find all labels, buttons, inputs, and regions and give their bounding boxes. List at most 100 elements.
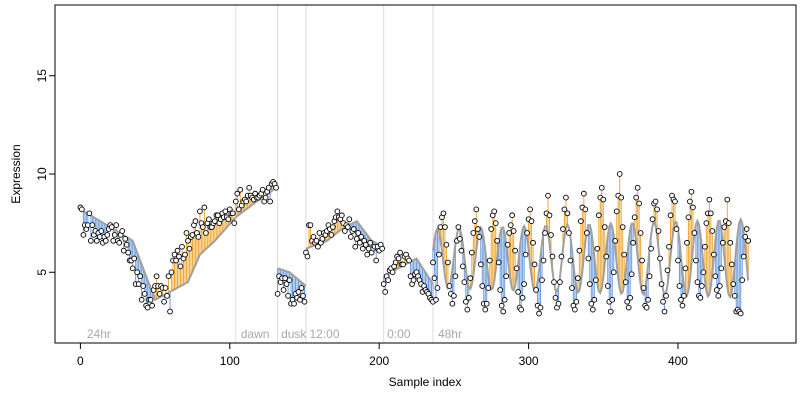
data-point — [243, 198, 250, 205]
data-point — [727, 239, 734, 246]
data-point — [582, 206, 589, 213]
data-point — [558, 253, 565, 260]
data-point — [643, 304, 650, 311]
data-point — [200, 224, 206, 230]
fitted-curve-5 — [431, 216, 750, 300]
data-point — [566, 230, 572, 236]
data-point — [598, 184, 605, 191]
data-point — [639, 257, 645, 264]
data-point — [552, 294, 559, 301]
data-point — [79, 206, 85, 213]
data-point — [304, 253, 311, 260]
data-point — [179, 243, 185, 250]
data-point — [443, 241, 450, 248]
data-point — [581, 190, 587, 197]
y-tick-label: 5 — [35, 269, 49, 276]
data-point — [657, 255, 663, 262]
data-point — [728, 261, 735, 268]
x-tick-label: 0 — [77, 354, 84, 368]
data-point — [470, 230, 477, 236]
data-point — [693, 257, 699, 264]
data-point — [627, 294, 634, 301]
data-point — [380, 281, 387, 287]
data-point — [285, 292, 291, 299]
data-point — [395, 255, 402, 262]
data-point — [138, 296, 145, 303]
data-point — [485, 285, 492, 291]
data-point — [483, 300, 490, 307]
data-point — [675, 257, 681, 264]
data-point — [358, 234, 365, 240]
data-point — [352, 243, 359, 250]
data-point — [634, 184, 641, 191]
data-point — [203, 230, 209, 236]
data-point — [451, 292, 457, 299]
data-point — [137, 273, 144, 280]
data-point — [397, 249, 403, 256]
data-point — [715, 292, 722, 299]
data-point — [183, 230, 190, 236]
data-point — [344, 224, 351, 230]
data-point — [410, 277, 417, 283]
data-point — [330, 224, 336, 230]
data-point — [300, 292, 306, 299]
data-point — [546, 212, 553, 219]
data-point — [645, 296, 651, 303]
data-point — [283, 281, 290, 287]
annotation-label: 24hr — [87, 327, 111, 341]
data-point — [267, 198, 273, 205]
data-point — [341, 228, 348, 234]
data-point — [104, 232, 111, 238]
data-point — [461, 279, 468, 285]
data-point — [350, 226, 357, 232]
data-point — [406, 257, 412, 264]
data-point — [182, 251, 188, 258]
data-point — [506, 230, 513, 236]
data-point — [594, 245, 601, 252]
data-point — [176, 253, 182, 260]
data-point — [113, 222, 120, 228]
data-point — [719, 239, 726, 246]
data-point — [307, 222, 314, 228]
data-point — [111, 232, 118, 238]
data-point — [709, 228, 716, 234]
data-point — [573, 298, 580, 305]
axes: 0 100 200 300 400 5 10 15 — [35, 4, 797, 368]
data-point — [465, 294, 472, 301]
data-point — [497, 287, 504, 293]
data-point — [445, 259, 451, 266]
data-point — [280, 287, 287, 293]
data-point — [609, 296, 616, 303]
data-point — [531, 261, 538, 268]
data-point — [504, 241, 511, 248]
data-point — [510, 228, 517, 234]
data-point — [578, 218, 584, 225]
data-point — [575, 275, 581, 282]
data-point — [164, 292, 170, 299]
data-point — [273, 184, 279, 191]
data-point — [382, 289, 389, 295]
data-point — [509, 212, 516, 219]
boundary-lines — [235, 5, 434, 343]
data-point — [338, 212, 345, 219]
data-point — [452, 273, 459, 280]
data-point — [664, 267, 671, 274]
data-point — [102, 237, 109, 244]
data-point — [595, 212, 602, 219]
data-point — [730, 281, 737, 287]
data-point — [667, 212, 674, 219]
data-point — [588, 300, 595, 307]
data-point — [699, 283, 705, 289]
data-point — [433, 296, 439, 303]
data-point — [491, 208, 498, 215]
data-point — [625, 304, 632, 311]
data-point — [679, 302, 686, 309]
data-point — [636, 200, 642, 207]
data-point — [144, 304, 151, 311]
data-point — [743, 226, 750, 232]
data-point — [660, 298, 666, 305]
data-point — [630, 239, 637, 246]
data-point — [654, 206, 660, 213]
data-point — [618, 194, 625, 201]
